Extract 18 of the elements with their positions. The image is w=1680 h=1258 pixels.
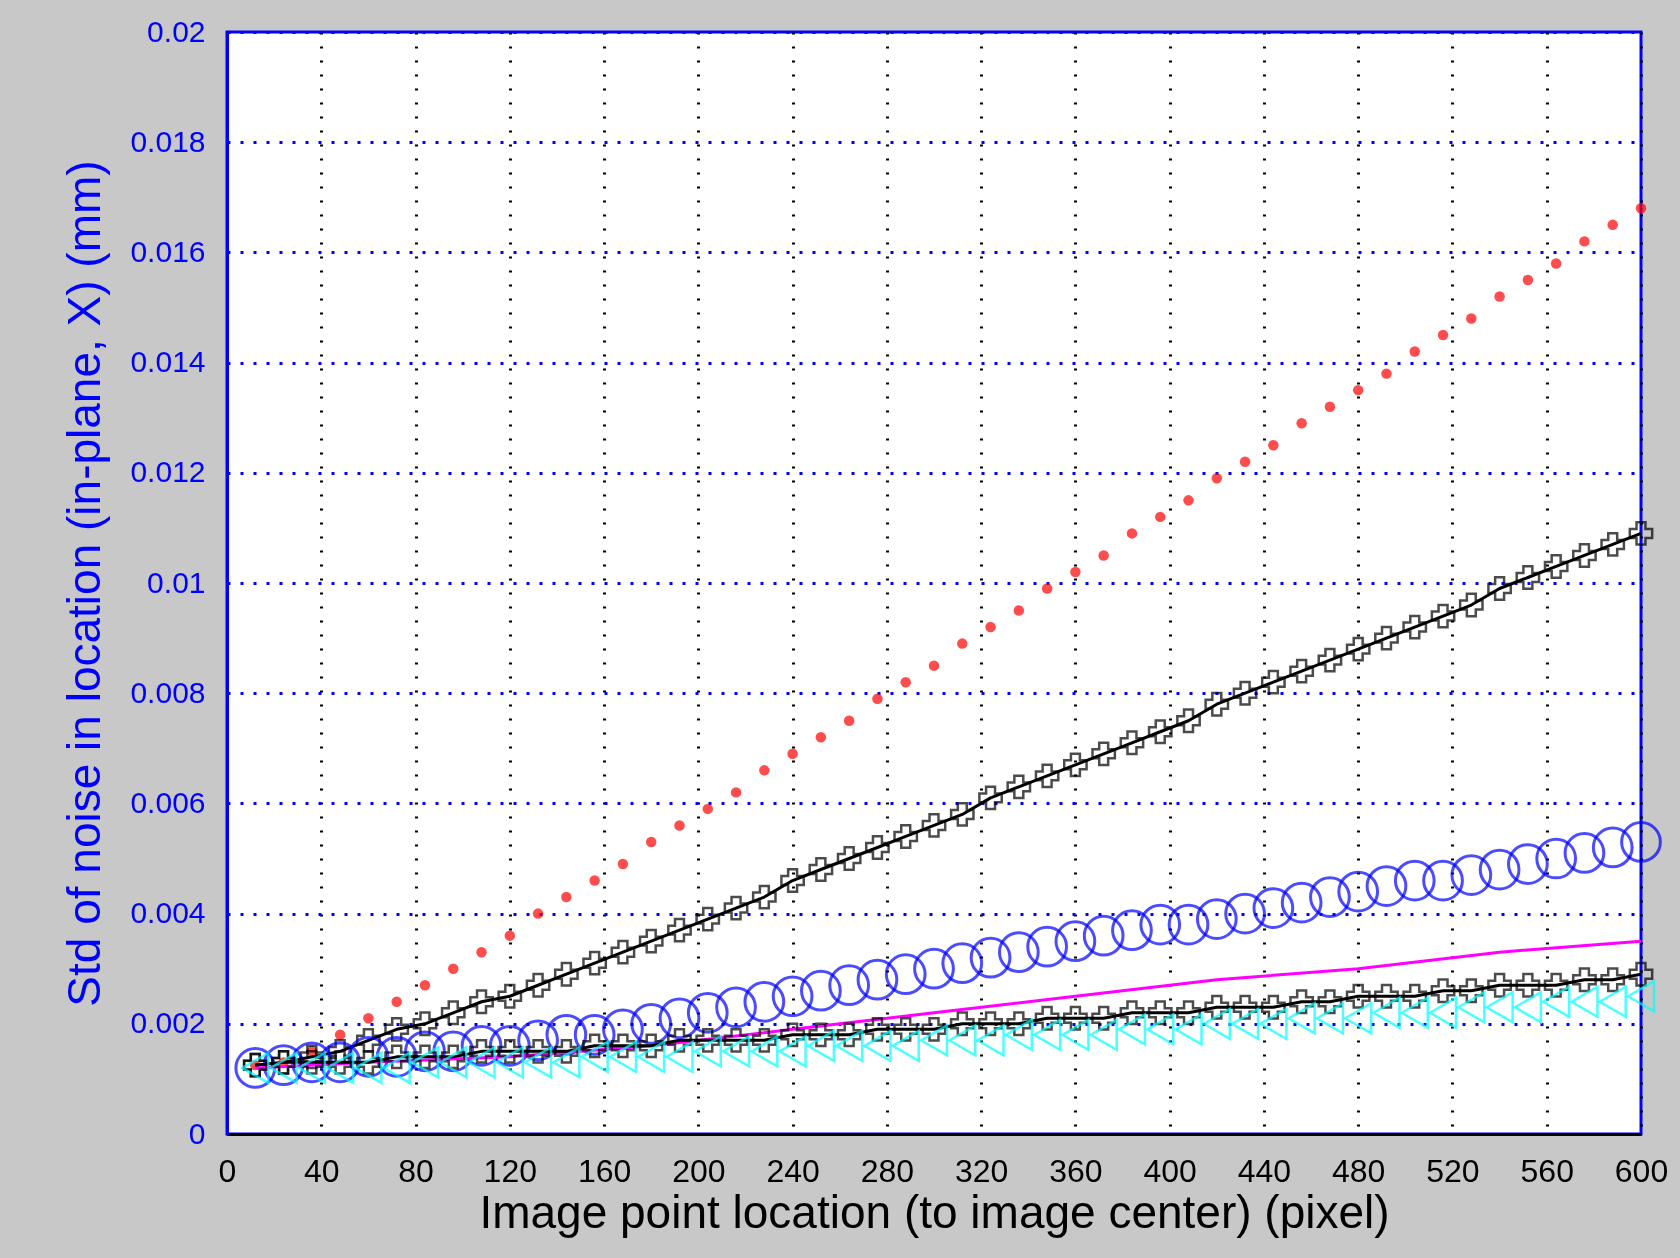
y-tick-label: 0.012: [130, 455, 206, 489]
y-tick-label: 0.01: [147, 565, 206, 599]
y-axis-title: Std of noise in location (in-plane, X) (mm): [58, 160, 111, 1007]
x-tick-label: 40: [303, 1152, 340, 1189]
y-tick-label: 0.014: [130, 345, 206, 379]
y-tick-label: 0.02: [147, 14, 206, 48]
y-tick-label: 0.006: [130, 785, 206, 819]
y-tick-label: 0.008: [130, 675, 206, 709]
y-tick-label: 0.004: [130, 896, 206, 930]
x-tick-label: 560: [1520, 1152, 1574, 1189]
x-tick-label: 80: [398, 1152, 434, 1189]
y-tick-label: 0.018: [130, 124, 206, 158]
y-tick-label: 0: [188, 1116, 206, 1150]
x-tick-label: 0: [218, 1152, 237, 1189]
y-tick-label: 0.016: [130, 234, 206, 268]
x-tick-label: 520: [1426, 1152, 1480, 1189]
x-tick-label: 600: [1614, 1152, 1669, 1189]
y-tick-label: 0.002: [130, 1006, 206, 1040]
